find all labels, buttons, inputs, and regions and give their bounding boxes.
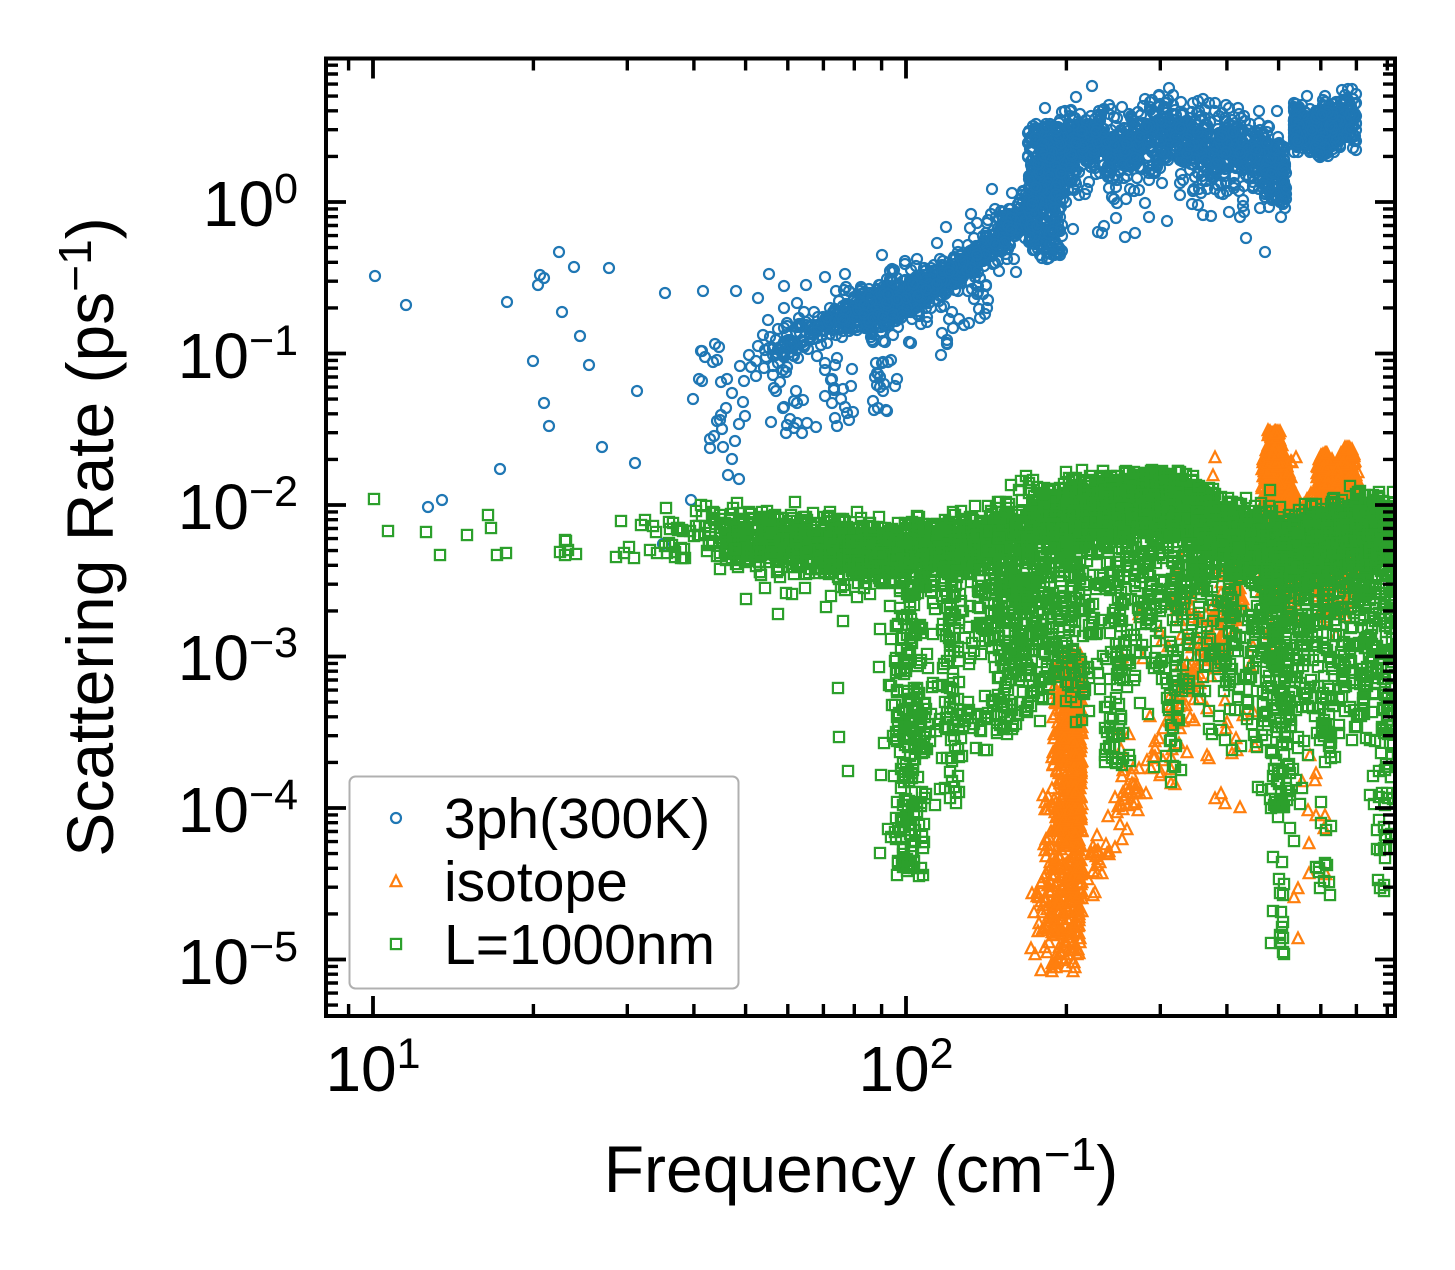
svg-text:Frequency (cm−1): Frequency (cm−1) (604, 1128, 1119, 1206)
svg-text:isotope: isotope (444, 850, 628, 914)
svg-text:L=1000nm: L=1000nm (444, 913, 715, 977)
svg-text:Scattering Rate (ps−1): Scattering Rate (ps−1) (49, 217, 127, 856)
svg-text:3ph(300K): 3ph(300K) (444, 787, 710, 851)
